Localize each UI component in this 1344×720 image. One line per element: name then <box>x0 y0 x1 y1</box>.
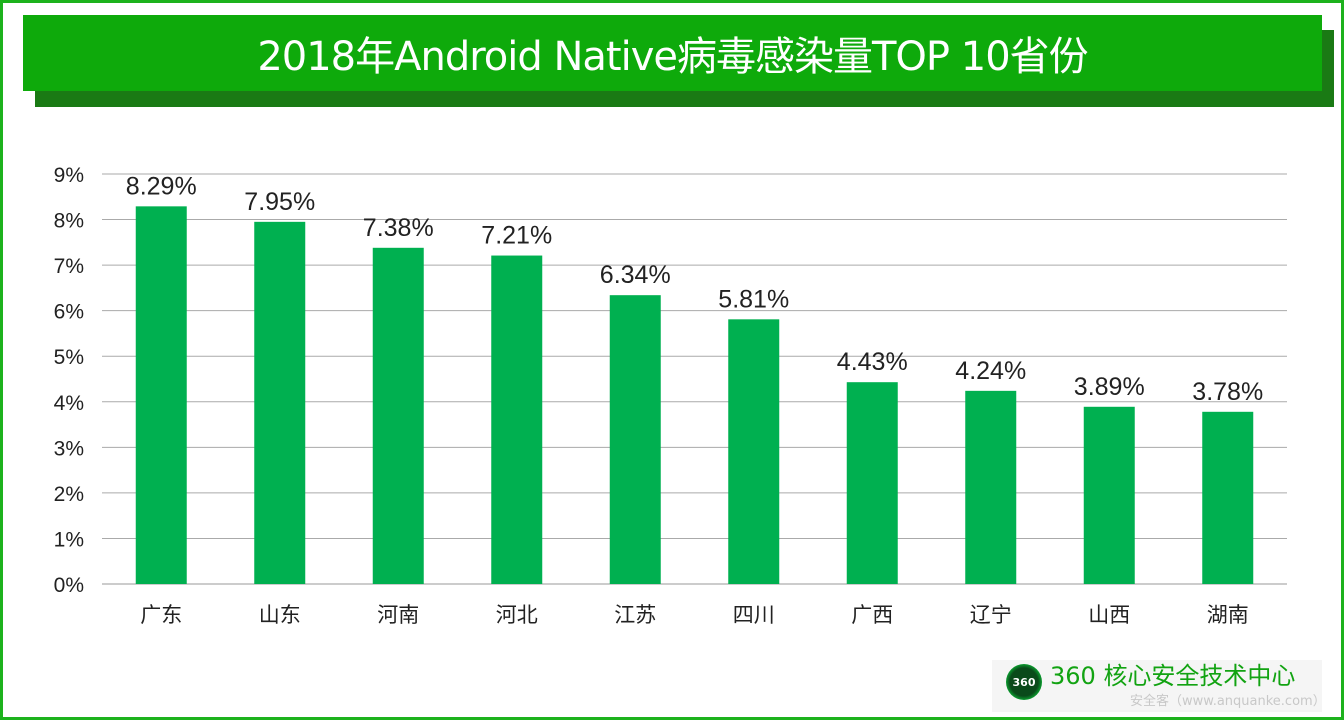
data-label: 4.24% <box>955 357 1026 385</box>
bar <box>728 319 780 584</box>
360-logo-icon: 360 <box>1006 664 1042 700</box>
y-tick-label: 4% <box>54 392 84 415</box>
x-tick-label: 山西 <box>1088 603 1130 627</box>
bar <box>491 255 543 585</box>
data-label: 4.43% <box>837 348 908 376</box>
x-tick-label: 广西 <box>851 603 893 627</box>
y-tick-label: 0% <box>54 574 84 597</box>
brand-name: 360 核心安全技术中心 <box>1050 662 1296 690</box>
x-tick-label: 河北 <box>496 603 538 627</box>
bar <box>372 247 424 585</box>
x-tick-label: 江苏 <box>614 603 656 627</box>
x-tick-label: 辽宁 <box>970 603 1012 627</box>
data-label: 5.81% <box>718 285 789 313</box>
data-label: 7.95% <box>244 188 315 216</box>
y-tick-label: 7% <box>54 255 84 278</box>
bar <box>1083 406 1135 584</box>
brand-footer <box>992 660 1322 712</box>
data-label: 3.89% <box>1074 373 1145 401</box>
y-tick-label: 2% <box>54 483 84 506</box>
x-tick-label: 河南 <box>377 603 419 627</box>
bar <box>254 221 306 585</box>
x-tick-label: 四川 <box>733 603 775 627</box>
data-label: 7.21% <box>481 222 552 250</box>
y-tick-label: 3% <box>54 437 84 460</box>
data-label: 6.34% <box>600 261 671 289</box>
y-tick-label: 9% <box>54 164 84 187</box>
x-tick-label: 湖南 <box>1207 603 1249 627</box>
data-label: 7.38% <box>363 214 434 242</box>
bar <box>135 206 187 584</box>
x-tick-label: 广东 <box>140 603 182 627</box>
watermark: 安全客（www.anquanke.com） <box>1130 694 1326 709</box>
bar <box>846 382 898 584</box>
bar <box>965 390 1017 584</box>
y-tick-label: 1% <box>54 528 84 551</box>
x-tick-label: 山东 <box>259 603 301 627</box>
data-label: 3.78% <box>1192 378 1263 406</box>
data-label: 8.29% <box>126 172 197 200</box>
y-tick-label: 6% <box>54 301 84 324</box>
y-tick-label: 8% <box>54 210 84 233</box>
bar <box>609 295 661 584</box>
chart-title: 2018年Android Native病毒感染量TOP 10省份 <box>23 15 1322 91</box>
y-tick-label: 5% <box>54 346 84 369</box>
bar <box>1202 411 1254 584</box>
